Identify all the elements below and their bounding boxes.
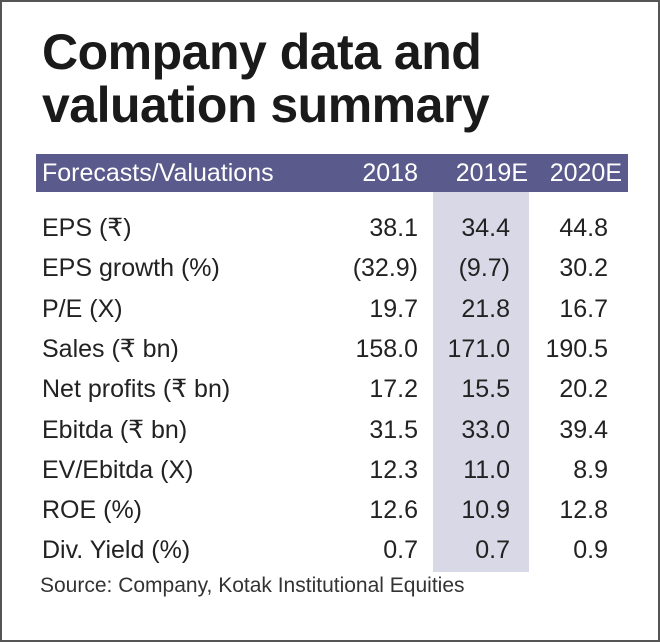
table-row: ROE (%) 12.6 10.9 12.8 [36,490,628,530]
cell-value: 31.5 [369,415,418,444]
row-label: Ebitda (₹ bn) [42,415,188,444]
header-2018: 2018 [362,159,418,187]
cell-value: 0.9 [573,536,608,565]
table-row: EPS (₹) 38.1 34.4 44.8 [36,208,628,248]
cell-value: 38.1 [369,214,418,242]
cell-value: 44.8 [559,214,608,242]
cell-value: 16.7 [559,294,608,323]
row-label: ROE (%) [42,496,142,525]
table-row: EPS growth (%) (32.9) (9.7) 30.2 [36,248,628,288]
highlighted-column [433,192,529,572]
cell-value: 10.9 [461,496,510,525]
title-line: valuation summary [42,77,490,133]
row-label: EPS (₹) [42,214,132,242]
table-header: Forecasts/Valuations 2018 2019E 2020E [36,154,628,192]
row-label: Div. Yield (%) [42,536,191,565]
cell-value: 12.3 [369,455,418,484]
row-label: P/E (X) [42,294,123,323]
cell-value: 12.8 [559,496,608,525]
row-label: EPS growth (%) [42,254,220,283]
table-row: Sales (₹ bn) 158.0 171.0 190.5 [36,329,628,369]
row-label: Sales (₹ bn) [42,334,179,363]
cell-value: 0.7 [475,536,510,565]
row-label: EV/Ebitda (X) [42,455,194,484]
header-label: Forecasts/Valuations [42,159,274,187]
cell-value: 20.2 [559,375,608,404]
cell-value: 15.5 [461,375,510,404]
cell-value: (32.9) [352,254,418,283]
cell-value: 17.2 [369,375,418,404]
header-2019e: 2019E [455,159,528,187]
source-note: Source: Company, Kotak Institutional Equ… [40,574,465,597]
table-row: P/E (X) 19.7 21.8 16.7 [36,289,628,329]
table-row: Ebitda (₹ bn) 31.5 33.0 39.4 [36,410,628,450]
table-row: EV/Ebitda (X) 12.3 11.0 8.9 [36,450,628,490]
cell-value: 30.2 [559,254,608,283]
page-title: Company data and valuation summary [42,24,490,133]
table-row: Div. Yield (%) 0.7 0.7 0.9 [36,530,628,570]
cell-value: 12.6 [369,496,418,525]
cell-value: 171.0 [447,334,510,363]
cell-value: 33.0 [461,415,510,444]
cell-value: 11.0 [463,455,510,484]
cell-value: 158.0 [355,334,418,363]
cell-value: 0.7 [383,536,418,565]
cell-value: 21.8 [461,294,510,323]
cell-value: 39.4 [559,415,608,444]
table-row: Net profits (₹ bn) 17.2 15.5 20.2 [36,369,628,409]
cell-value: 190.5 [545,334,608,363]
cell-value: 8.9 [573,455,608,484]
cell-value: (9.7) [458,254,510,283]
cell-value: 19.7 [369,294,418,323]
title-line: Company data and [42,24,482,80]
header-2020e: 2020E [549,159,622,187]
cell-value: 34.4 [461,214,510,242]
row-label: Net profits (₹ bn) [42,375,231,404]
